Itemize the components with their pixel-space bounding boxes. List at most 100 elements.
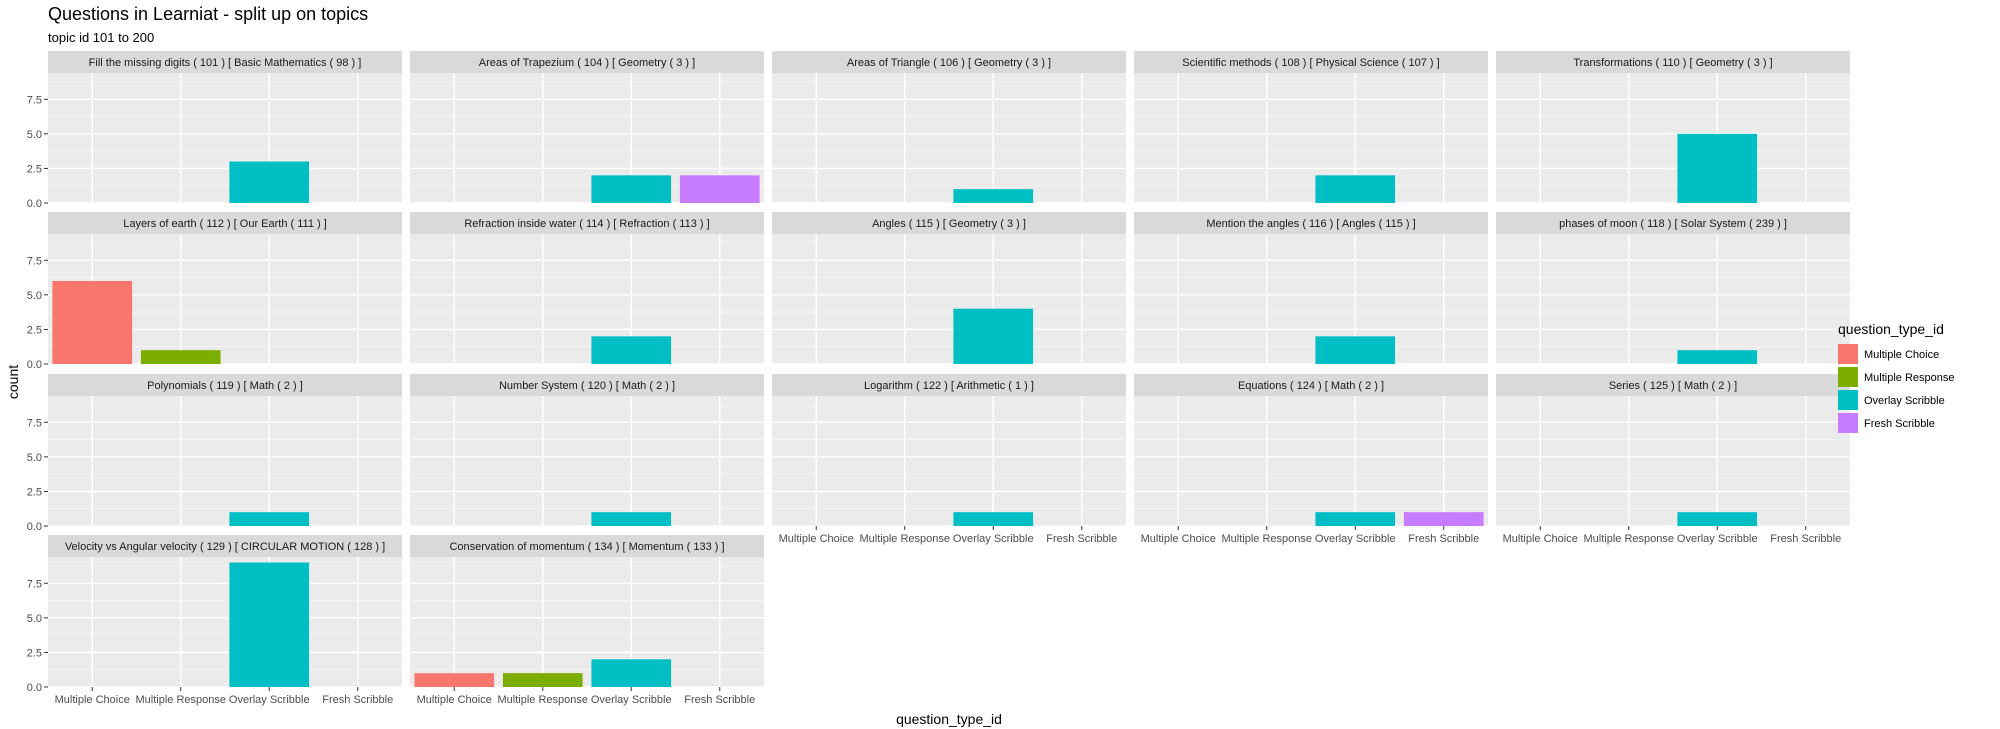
facet-strip [48,212,402,234]
x-tick-label: Overlay Scribble [1677,533,1758,545]
legend-label: Overlay Scribble [1864,395,1945,407]
y-tick-label: 0.0 [27,198,42,210]
y-tick-label: 2.5 [27,486,42,498]
x-tick-label: Multiple Choice [1141,533,1216,545]
facet-strip-label: Angles ( 115 ) [ Geometry ( 3 ) ] [872,218,1026,230]
bar-overlay-scribble [1677,350,1758,364]
bar-overlay-scribble [1677,512,1758,526]
bar-overlay-scribble [591,659,672,687]
facet-strip-label: Layers of earth ( 112 ) [ Our Earth ( 11… [123,218,327,230]
facet-strip [1134,374,1488,396]
facet-strip-label: Areas of Trapezium ( 104 ) [ Geometry ( … [479,57,695,69]
panel-background [772,396,1126,526]
facet-strip-label: Refraction inside water ( 114 ) [ Refrac… [464,218,709,230]
y-tick-label: 2.5 [27,163,42,175]
bar-fresh-scribble [1403,512,1484,526]
facet-strip-label: Number System ( 120 ) [ Math ( 2 ) ] [499,380,675,392]
chart-subtitle: topic id 101 to 200 [48,30,155,45]
x-tick-label: Overlay Scribble [229,694,310,706]
x-tick-label: Multiple Choice [417,694,492,706]
facet-strip [410,212,764,234]
y-tick-label: 5.0 [27,452,42,464]
facet-strip-label: Logarithm ( 122 ) [ Arithmetic ( 1 ) ] [864,380,1034,392]
bar-overlay-scribble [591,512,672,526]
y-axis-title: count [5,365,21,399]
panel-background [1496,234,1850,364]
legend-label: Fresh Scribble [1864,418,1935,430]
x-tick-label: Fresh Scribble [322,694,393,706]
y-tick-label: 7.5 [27,255,42,267]
legend-title: question_type_id [1838,321,1944,337]
facet-strip-label: Areas of Triangle ( 106 ) [ Geometry ( 3… [847,57,1051,69]
legend-swatch [1838,344,1858,364]
y-tick-label: 5.0 [27,129,42,141]
panel-background [48,396,402,526]
bar-overlay-scribble [1315,336,1396,364]
bar-multiple-response [502,673,583,687]
panel-background [48,557,402,687]
x-tick-label: Fresh Scribble [1770,533,1841,545]
panel-background [772,234,1126,364]
bar-overlay-scribble [953,308,1034,364]
legend-swatch [1838,413,1858,433]
facet-strip-label: Scientific methods ( 108 ) [ Physical Sc… [1182,57,1439,69]
facet-strip-label: Series ( 125 ) [ Math ( 2 ) ] [1609,380,1737,392]
y-tick-label: 0.0 [27,521,42,533]
x-tick-label: Multiple Choice [1503,533,1578,545]
bar-overlay-scribble [229,161,310,203]
facet-strip [1496,374,1850,396]
facet-strip-label: Conservation of momentum ( 134 ) [ Momen… [449,541,724,553]
facet-strip [1496,212,1850,234]
y-tick-label: 5.0 [27,613,42,625]
x-tick-label: Overlay Scribble [953,533,1034,545]
x-tick-label: Multiple Choice [779,533,854,545]
bar-overlay-scribble [1677,133,1758,203]
y-tick-label: 0.0 [27,682,42,694]
bar-multiple-response [140,350,221,364]
panel-background [1496,396,1850,526]
facet-strip-label: Mention the angles ( 116 ) [ Angles ( 11… [1206,218,1415,230]
facet-strip-label: Equations ( 124 ) [ Math ( 2 ) ] [1238,380,1384,392]
x-tick-label: Multiple Response [136,694,227,706]
facet-strip-label: phases of moon ( 118 ) [ Solar System ( … [1559,218,1787,230]
y-tick-label: 5.0 [27,290,42,302]
x-tick-label: Multiple Choice [55,694,130,706]
panel-background [1496,73,1850,203]
bar-overlay-scribble [229,512,310,526]
facet-strip-label: Velocity vs Angular velocity ( 129 ) [ C… [65,541,385,553]
facet-strip-label: Fill the missing digits ( 101 ) [ Basic … [89,57,362,69]
panel-background [1134,234,1488,364]
y-tick-label: 7.5 [27,94,42,106]
panel-background [1134,396,1488,526]
y-tick-label: 7.5 [27,417,42,429]
facet-strip [772,51,1126,73]
facet-strip [48,51,402,73]
chart-title: Questions in Learniat - split up on topi… [48,4,369,24]
y-tick-label: 2.5 [27,647,42,659]
facet-strip [410,374,764,396]
bar-overlay-scribble [953,512,1034,526]
bar-overlay-scribble [591,175,672,203]
facet-strip [1496,51,1850,73]
x-tick-label: Multiple Response [1584,533,1675,545]
bar-overlay-scribble [591,336,672,364]
legend-label: Multiple Response [1864,372,1955,384]
bar-multiple-choice [52,281,133,364]
legend-label: Multiple Choice [1864,349,1939,361]
facet-strip [410,51,764,73]
panel-background [410,396,764,526]
facet-strip [1134,212,1488,234]
x-axis-title: question_type_id [896,711,1002,727]
y-tick-label: 0.0 [27,359,42,371]
x-tick-label: Multiple Response [860,533,951,545]
legend-swatch [1838,390,1858,410]
facet-strip [772,374,1126,396]
panel-background [410,234,764,364]
facet-strip [48,535,402,557]
facet-strip [48,374,402,396]
y-tick-label: 2.5 [27,324,42,336]
facet-strip-label: Polynomials ( 119 ) [ Math ( 2 ) ] [147,380,303,392]
x-tick-label: Multiple Response [1222,533,1313,545]
x-tick-label: Fresh Scribble [684,694,755,706]
